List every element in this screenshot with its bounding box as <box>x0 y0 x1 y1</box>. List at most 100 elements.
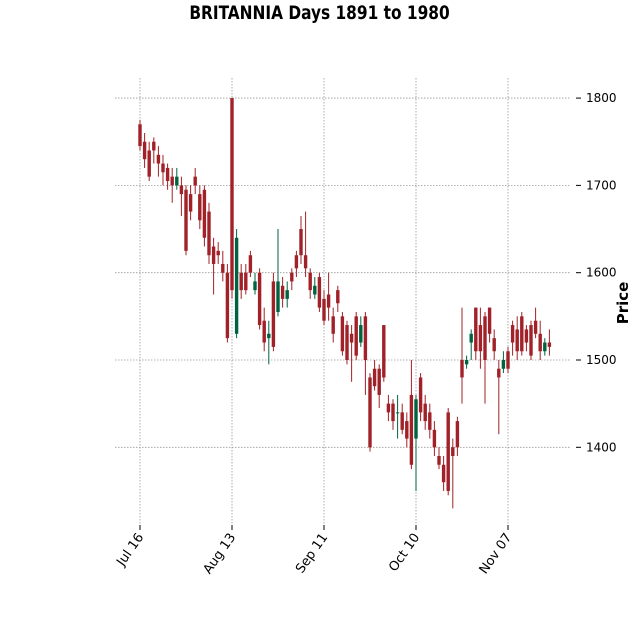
y-tick-label: 1800 <box>586 91 617 105</box>
candle-body <box>377 368 381 395</box>
candle-body <box>221 263 225 273</box>
candle-body <box>179 185 184 195</box>
candle-body <box>322 298 326 321</box>
candle-body <box>359 325 363 343</box>
chart-title: BRITANNIA Days 1891 to 1980 <box>189 2 449 24</box>
y-axis-label: Price <box>614 282 632 325</box>
candle-body <box>317 277 322 308</box>
candle-body <box>538 333 542 352</box>
candle-body <box>198 194 202 221</box>
candle-body <box>207 211 211 256</box>
candle-body <box>285 290 289 299</box>
candle-body <box>290 272 294 282</box>
candle-body <box>483 316 487 360</box>
candle-body <box>446 412 450 491</box>
candle-body <box>414 399 418 439</box>
candle-body <box>529 325 533 356</box>
candle-body <box>202 189 207 238</box>
candle-body <box>326 294 331 308</box>
candle-body <box>216 250 220 256</box>
candle-body <box>147 150 151 177</box>
candle-body <box>460 359 464 378</box>
candle-body <box>165 167 170 182</box>
candle-body <box>175 176 179 186</box>
candle-body <box>271 281 276 347</box>
candle-body <box>515 329 519 352</box>
candle-body <box>336 290 340 304</box>
y-tick-label: 1400 <box>586 440 617 454</box>
x-tick-label: Aug 13 <box>201 531 240 577</box>
candle-body <box>418 377 423 413</box>
candle-body <box>156 154 161 164</box>
candle-body <box>395 412 400 414</box>
candle-body <box>501 359 506 369</box>
candle-body <box>340 316 345 352</box>
candle-body <box>308 272 312 291</box>
candle-body <box>253 281 257 291</box>
candle-body <box>345 325 349 360</box>
candle-body <box>257 272 262 326</box>
x-tick-label: Nov 07 <box>477 531 516 577</box>
candle-body <box>428 412 432 430</box>
candle-body <box>368 377 372 448</box>
candle-body <box>533 320 538 334</box>
candle-body <box>188 194 193 212</box>
candle-body <box>464 359 469 365</box>
candle-body <box>405 421 409 439</box>
candle-body <box>299 229 303 256</box>
x-tick-label: Jul 16 <box>114 531 148 570</box>
candle-body <box>262 320 266 343</box>
candle-body <box>211 246 216 264</box>
candle-body <box>524 329 529 343</box>
candle-body <box>244 272 248 291</box>
candle-body <box>474 307 478 352</box>
candle-body <box>386 403 391 413</box>
candle-body <box>294 255 299 269</box>
candle-body <box>170 176 174 186</box>
candle-body <box>363 316 368 360</box>
candle-body <box>225 272 230 339</box>
candle-body <box>423 403 427 422</box>
candle-body <box>382 325 386 378</box>
candle-body <box>276 281 280 312</box>
candle-body <box>497 368 501 378</box>
candle-body <box>441 464 446 483</box>
candle-body <box>138 124 142 147</box>
candle-body <box>331 316 335 334</box>
candle-body <box>239 272 243 291</box>
candle-body <box>432 429 437 448</box>
candle-body <box>451 447 455 457</box>
candle-body <box>142 141 147 160</box>
candle-body <box>349 333 354 343</box>
candle-body <box>313 285 317 295</box>
candle-body <box>230 98 234 291</box>
candle-body <box>391 403 395 422</box>
candle-body <box>492 338 496 352</box>
candle-body <box>478 325 483 352</box>
y-tick-label: 1700 <box>586 178 617 192</box>
candle-body <box>184 189 188 251</box>
candle-body <box>267 333 271 339</box>
candle-body <box>161 163 165 173</box>
candle-body <box>487 307 492 334</box>
candle-body <box>506 351 510 369</box>
candle-body <box>520 316 524 352</box>
candle-body <box>437 456 441 465</box>
candle-body <box>409 394 414 465</box>
candle-body <box>152 141 156 151</box>
y-tick-label: 1500 <box>586 353 617 367</box>
candle-body <box>543 342 547 352</box>
candle-body <box>303 255 308 269</box>
candle-body <box>248 255 253 273</box>
candle-body <box>234 237 239 334</box>
x-tick-label: Sep 11 <box>293 531 331 577</box>
candle-body <box>469 333 473 343</box>
candle-body <box>400 412 404 430</box>
candle-body <box>372 368 377 387</box>
candle-body <box>193 176 197 186</box>
candle-body <box>354 316 358 356</box>
y-tick-label: 1600 <box>586 266 617 280</box>
candle-body <box>547 342 552 347</box>
candle-body <box>455 421 460 448</box>
